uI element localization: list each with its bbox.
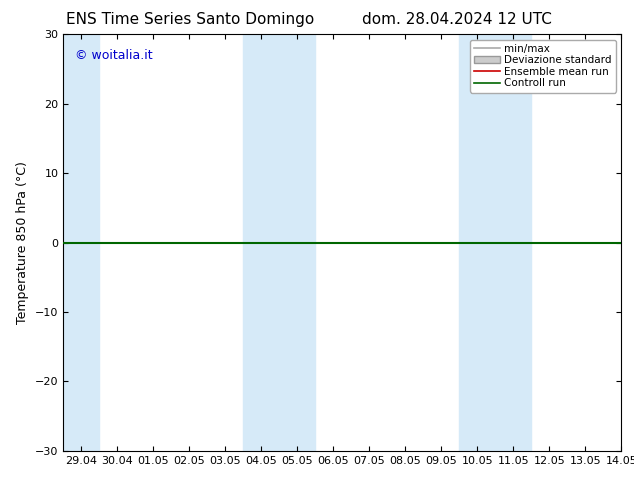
Y-axis label: Temperature 850 hPa (°C): Temperature 850 hPa (°C) [16,161,30,324]
Text: dom. 28.04.2024 12 UTC: dom. 28.04.2024 12 UTC [361,12,552,27]
Bar [243,34,315,451]
Text: ENS Time Series Santo Domingo: ENS Time Series Santo Domingo [66,12,314,27]
Text: © woitalia.it: © woitalia.it [75,49,152,62]
Legend: min/max, Deviazione standard, Ensemble mean run, Controll run: min/max, Deviazione standard, Ensemble m… [470,40,616,93]
Bar [460,34,531,451]
Bar [63,34,100,451]
